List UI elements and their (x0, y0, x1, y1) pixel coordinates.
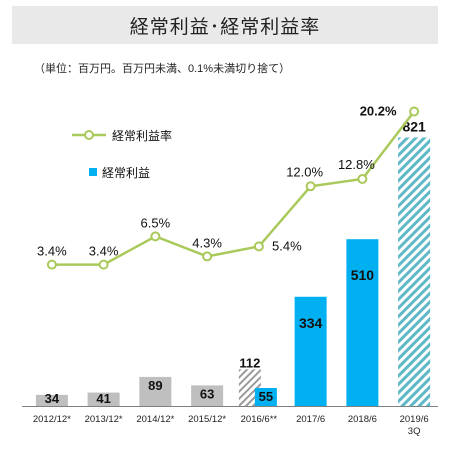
legend-bar-swatch (89, 168, 97, 176)
title-band: 経常利益･経常利益率 (12, 6, 438, 44)
rate-point-5 (305, 181, 316, 192)
legend-profit-label: 経常利益 (102, 166, 150, 180)
bar-label-6: 510 (351, 267, 375, 283)
x-tick-7: 2019/6 (400, 414, 429, 425)
x-tick-6: 2018/6 (348, 414, 377, 425)
rate-label-7: 20.2% (360, 104, 397, 119)
rate-point-1 (98, 259, 109, 270)
x-tick-3: 2015/12* (188, 414, 226, 425)
unit-note: （単位：百万円。百万円未満、0.1%未満切り捨て） (34, 63, 291, 75)
bar-0 (35, 394, 68, 406)
bar-6 (346, 239, 379, 406)
rate-label-1: 3.4% (89, 244, 119, 259)
bar-label-3: 63 (200, 386, 214, 401)
x-tick-0: 2012/12* (33, 414, 71, 425)
x-tick-5: 2017/6 (296, 414, 325, 425)
bar-4 (254, 388, 277, 406)
bar-5 (294, 296, 327, 406)
chart-title: 経常利益･経常利益率 (129, 16, 321, 38)
x-tick-2: 2014/12* (136, 414, 174, 425)
rate-label-6: 12.8% (338, 157, 375, 172)
legend-line-marker (84, 130, 94, 140)
bar-label-7: 821 (402, 118, 426, 134)
bar-1 (87, 392, 120, 406)
rate-label-4: 5.4% (272, 238, 302, 253)
rate-label-0: 3.4% (37, 244, 67, 259)
bar-2 (139, 376, 172, 406)
rate-point-3 (202, 251, 213, 262)
x-tick-7-b: 3Q (408, 426, 421, 437)
rate-point-7 (409, 106, 420, 117)
bar-7 (398, 137, 431, 406)
bar-label-5: 334 (299, 315, 323, 331)
rate-point-2 (150, 231, 161, 242)
x-tick-1: 2013/12* (85, 414, 123, 425)
bar-label-4: 55 (259, 389, 273, 404)
rate-label-3: 4.3% (192, 235, 222, 250)
bar-label-2: 89 (148, 378, 162, 393)
x-tick-4: 2016/6** (241, 414, 278, 425)
rate-label-2: 6.5% (141, 215, 171, 230)
bar-extra-label: 112 (239, 355, 260, 370)
rate-point-0 (46, 259, 57, 270)
bar-3 (191, 385, 224, 406)
bar-label-1: 41 (96, 391, 110, 406)
rate-point-6 (357, 173, 368, 184)
rate-point-4 (253, 241, 264, 252)
bar-label-0: 34 (45, 391, 60, 406)
legend-rate-label: 経常利益率 (112, 128, 172, 143)
rate-label-5: 12.0% (286, 164, 323, 179)
rate-line (51, 110, 416, 266)
